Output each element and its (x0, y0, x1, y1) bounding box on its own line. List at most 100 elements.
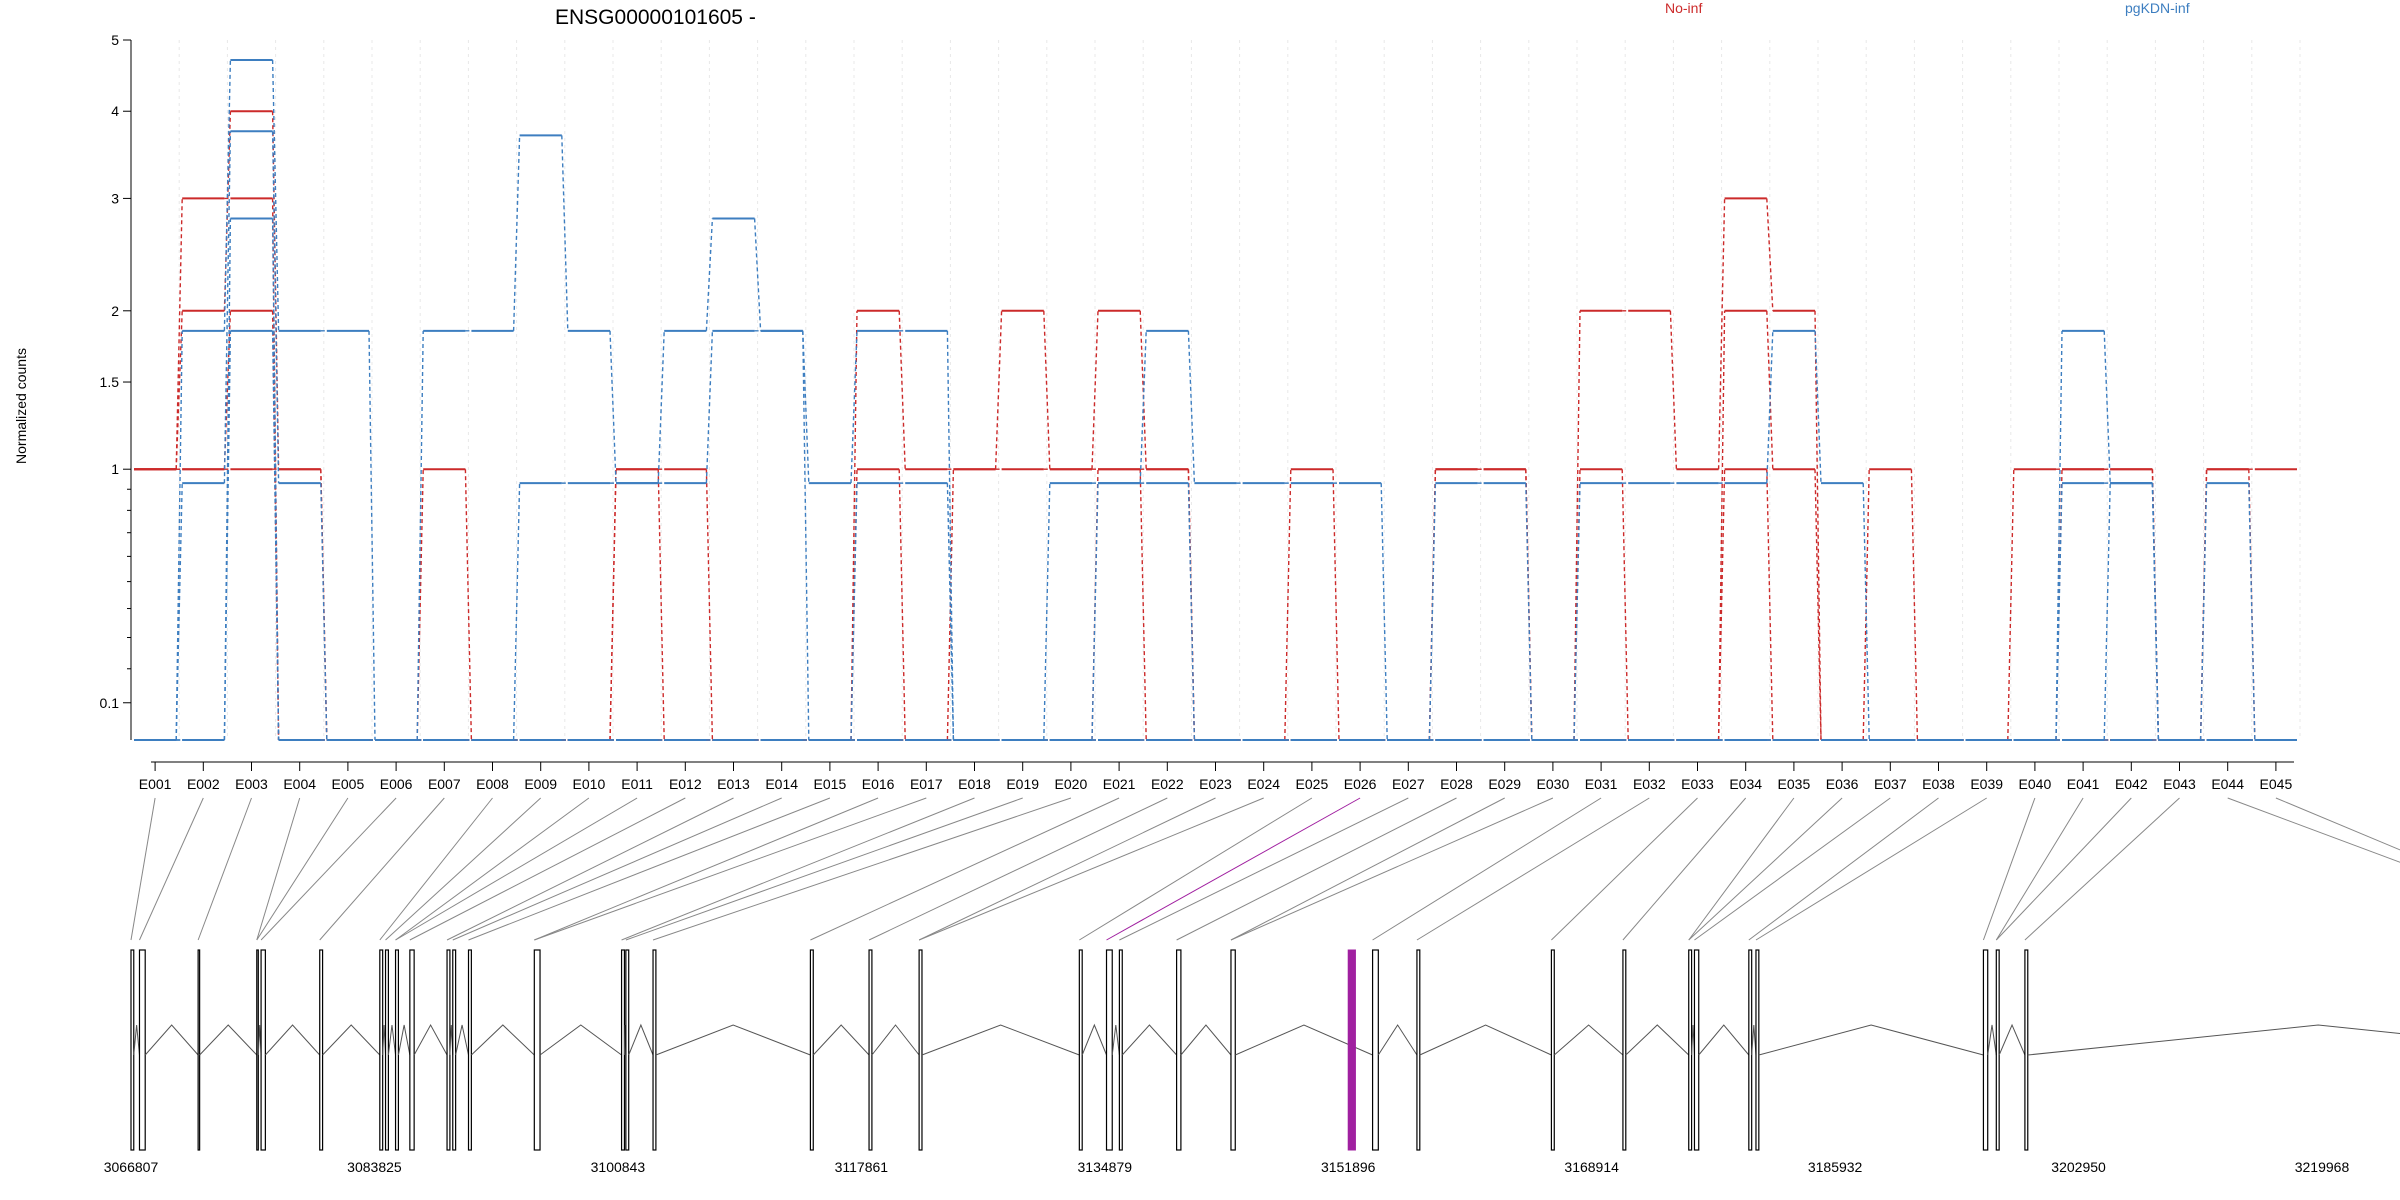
intron-line (133, 1024, 140, 1056)
exon-box (809, 949, 814, 1151)
exon-connector (409, 797, 686, 941)
exon-box (138, 949, 146, 1151)
intron-line (539, 1024, 622, 1056)
x-tick-label: E045 (2260, 776, 2293, 792)
intron-line (1111, 1024, 1120, 1056)
exon-connector (1995, 797, 2084, 941)
exon-box (197, 949, 201, 1151)
exon-connector (260, 797, 397, 941)
exon-connector (1688, 797, 1795, 941)
exon-connector (810, 797, 1120, 941)
exon-connector (452, 797, 782, 941)
x-tick-label: E008 (476, 776, 509, 792)
intron-line (812, 1024, 870, 1056)
y-tick-label: 0.1 (100, 695, 120, 711)
x-tick-label: E010 (573, 776, 606, 792)
exon-box (1176, 949, 1182, 1151)
y-tick-label: 2 (111, 303, 119, 319)
exon-connector (2275, 797, 2400, 851)
x-tick-label: E042 (2115, 776, 2148, 792)
exon-box (625, 949, 630, 1151)
x-tick-label: E006 (380, 776, 413, 792)
exon-box (260, 949, 266, 1151)
intron-line (2027, 1024, 2400, 1056)
x-tick-label: E031 (1585, 776, 1618, 792)
exon-connector (534, 797, 879, 941)
x-tick-label: E027 (1392, 776, 1425, 792)
exon-connector (1551, 797, 1698, 941)
intron-line (655, 1024, 811, 1056)
coordinate-label: 3083825 (347, 1159, 402, 1175)
exon-box (1416, 949, 1421, 1151)
exon-box (1105, 949, 1113, 1151)
series-no-inf-2-transitions (176, 310, 2255, 741)
series-pgkdn-inf-4-transitions (175, 60, 2256, 741)
coordinate-label: 3100843 (591, 1159, 646, 1175)
x-tick-label: E038 (1922, 776, 1955, 792)
series-no-inf-3 (134, 468, 2297, 741)
exon-connector (621, 797, 975, 941)
y-tick-label: 5 (111, 32, 119, 48)
x-tick-label: E035 (1778, 776, 1811, 792)
exon-box (1230, 949, 1236, 1151)
x-tick-label: E011 (621, 776, 653, 792)
series-no-inf-3-transitions (176, 468, 2255, 741)
intron-line (1698, 1024, 1750, 1056)
exon-box (918, 949, 923, 1151)
exon-box (1550, 949, 1555, 1151)
exon-box (130, 949, 135, 1151)
series-no-inf-1-transitions (175, 197, 2256, 741)
x-tick-label: E002 (187, 776, 220, 792)
exon-connector (319, 797, 445, 941)
exon-connector (2024, 797, 2180, 941)
chart-title: ENSG00000101605 - (555, 6, 756, 29)
exon-connector (1688, 797, 1843, 941)
exon-connector (1176, 797, 1457, 941)
intron-line (1081, 1023, 1107, 1056)
exon-box (1688, 949, 1693, 1151)
x-tick-label: E015 (814, 776, 847, 792)
coordinate-label: 3202950 (2051, 1159, 2106, 1175)
exon-connector (130, 797, 156, 941)
x-tick-label: E018 (958, 776, 991, 792)
x-tick-label: E023 (1199, 776, 1232, 792)
exon-box (1755, 949, 1760, 1151)
exon-box (319, 949, 324, 1151)
x-tick-label: E029 (1488, 776, 1521, 792)
intron-line (1758, 1024, 1984, 1056)
exon-connectors (130, 797, 2400, 941)
exon-connector (1755, 797, 1987, 941)
series-lines (134, 59, 2297, 741)
exon-connector (379, 797, 493, 941)
exon-box (1995, 949, 2000, 1151)
y-tick-label: 4 (111, 103, 119, 119)
exon-box (394, 949, 400, 1151)
x-tick-label: E037 (1874, 776, 1907, 792)
intron-line (144, 1024, 199, 1056)
exon-box (1622, 949, 1627, 1151)
x-tick-label: E001 (139, 776, 172, 792)
coordinate-label: 3151896 (1321, 1159, 1376, 1175)
series-no-inf-0-transitions (175, 111, 2255, 741)
exon-connector (1079, 797, 1313, 941)
intron-line (1180, 1024, 1232, 1056)
x-tick-label: E026 (1344, 776, 1377, 792)
series-pgkdn-inf-5-transitions (175, 131, 2255, 741)
intron-line (1998, 1023, 2026, 1056)
coordinate-label: 3219968 (2295, 1159, 2350, 1175)
x-tick-label: E022 (1151, 776, 1184, 792)
exon-box (1371, 949, 1379, 1151)
exon-connector (1230, 797, 1554, 941)
y-tick-label: 1.5 (100, 374, 120, 390)
exon-connector (1995, 797, 2132, 941)
x-tick-label: E041 (2067, 776, 2100, 792)
x-tick-label: E044 (2211, 776, 2244, 792)
x-tick-label: E004 (283, 776, 316, 792)
legend-no-inf: No-inf (1665, 0, 1702, 16)
x-tick-label: E033 (1681, 776, 1714, 792)
intron-line (921, 1024, 1080, 1056)
intron-line (1553, 1024, 1624, 1056)
coordinate-label: 3185932 (1808, 1159, 1863, 1175)
exon-connector (1106, 797, 1361, 941)
x-tick-label: E019 (1006, 776, 1039, 792)
